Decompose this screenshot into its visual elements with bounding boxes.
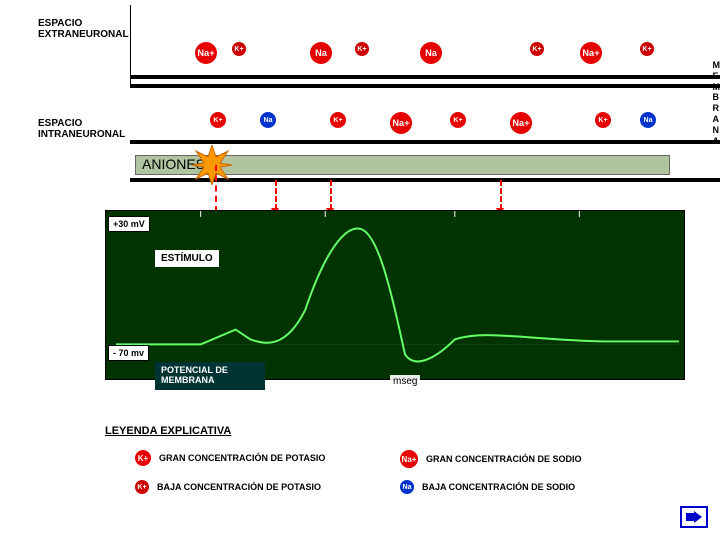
intra-ion: Na+ bbox=[390, 112, 412, 134]
k-low-icon: K+ bbox=[135, 480, 149, 494]
na-low-icon: Na bbox=[400, 480, 414, 494]
chart-area bbox=[105, 210, 685, 380]
intra-ion: K+ bbox=[210, 112, 226, 128]
dashed-arrow bbox=[330, 180, 332, 210]
legend-k-high-text: GRAN CONCENTRACIÓN DE POTASIO bbox=[159, 453, 325, 463]
extra-ion: Na bbox=[420, 42, 442, 64]
divider bbox=[130, 5, 131, 85]
extra-ion: K+ bbox=[232, 42, 246, 56]
k-high-icon: K+ bbox=[135, 450, 151, 466]
legend-title: LEYENDA EXPLICATIVA bbox=[105, 425, 231, 437]
dashed-arrow bbox=[275, 180, 277, 210]
intra-ion: Na bbox=[640, 112, 656, 128]
na-high-icon: Na+ bbox=[400, 450, 418, 468]
intra-ion: Na bbox=[260, 112, 276, 128]
label-intra: ESPACIO INTRANEURONAL bbox=[38, 118, 158, 140]
legend-k-high: K+ GRAN CONCENTRACIÓN DE POTASIO bbox=[135, 450, 325, 466]
extra-ion: K+ bbox=[530, 42, 544, 56]
intra-ion: Na+ bbox=[510, 112, 532, 134]
y-axis-high: +30 mV bbox=[108, 216, 150, 232]
membrane-bot-inner bbox=[130, 140, 720, 144]
y-axis-low: - 70 mv bbox=[108, 345, 149, 361]
extra-ion: K+ bbox=[640, 42, 654, 56]
legend-na-high-text: GRAN CONCENTRACIÓN DE SODIO bbox=[426, 454, 582, 464]
intra-ion: K+ bbox=[595, 112, 611, 128]
next-button[interactable] bbox=[680, 506, 708, 528]
legend-k-low: K+ BAJA CONCENTRACIÓN DE POTASIO bbox=[135, 480, 321, 494]
estimulo-label: ESTÍMULO bbox=[155, 250, 219, 267]
legend-na-low-text: BAJA CONCENTRACIÓN DE SODIO bbox=[422, 482, 575, 492]
membrana-vertical: MEMBRANA bbox=[713, 60, 720, 146]
extra-ion: K+ bbox=[355, 42, 369, 56]
extra-ion: Na+ bbox=[580, 42, 602, 64]
membrane-top-outer bbox=[130, 75, 720, 79]
mseg-label: mseg bbox=[390, 375, 420, 388]
extra-ion: Na+ bbox=[195, 42, 217, 64]
potencial-membrana-label: POTENCIAL DE MEMBRANA bbox=[155, 362, 265, 390]
extra-ion: Na bbox=[310, 42, 332, 64]
dashed-arrow bbox=[500, 180, 502, 210]
membrane-top-inner bbox=[130, 84, 720, 88]
intra-ion: K+ bbox=[450, 112, 466, 128]
legend-k-low-text: BAJA CONCENTRACIÓN DE POTASIO bbox=[157, 482, 321, 492]
legend-na-high: Na+ GRAN CONCENTRACIÓN DE SODIO bbox=[400, 450, 582, 468]
starburst-icon bbox=[192, 145, 232, 185]
label-extra: ESPACIO EXTRANEURONAL bbox=[38, 18, 128, 40]
legend-na-low: Na BAJA CONCENTRACIÓN DE SODIO bbox=[400, 480, 575, 494]
intra-ion: K+ bbox=[330, 112, 346, 128]
